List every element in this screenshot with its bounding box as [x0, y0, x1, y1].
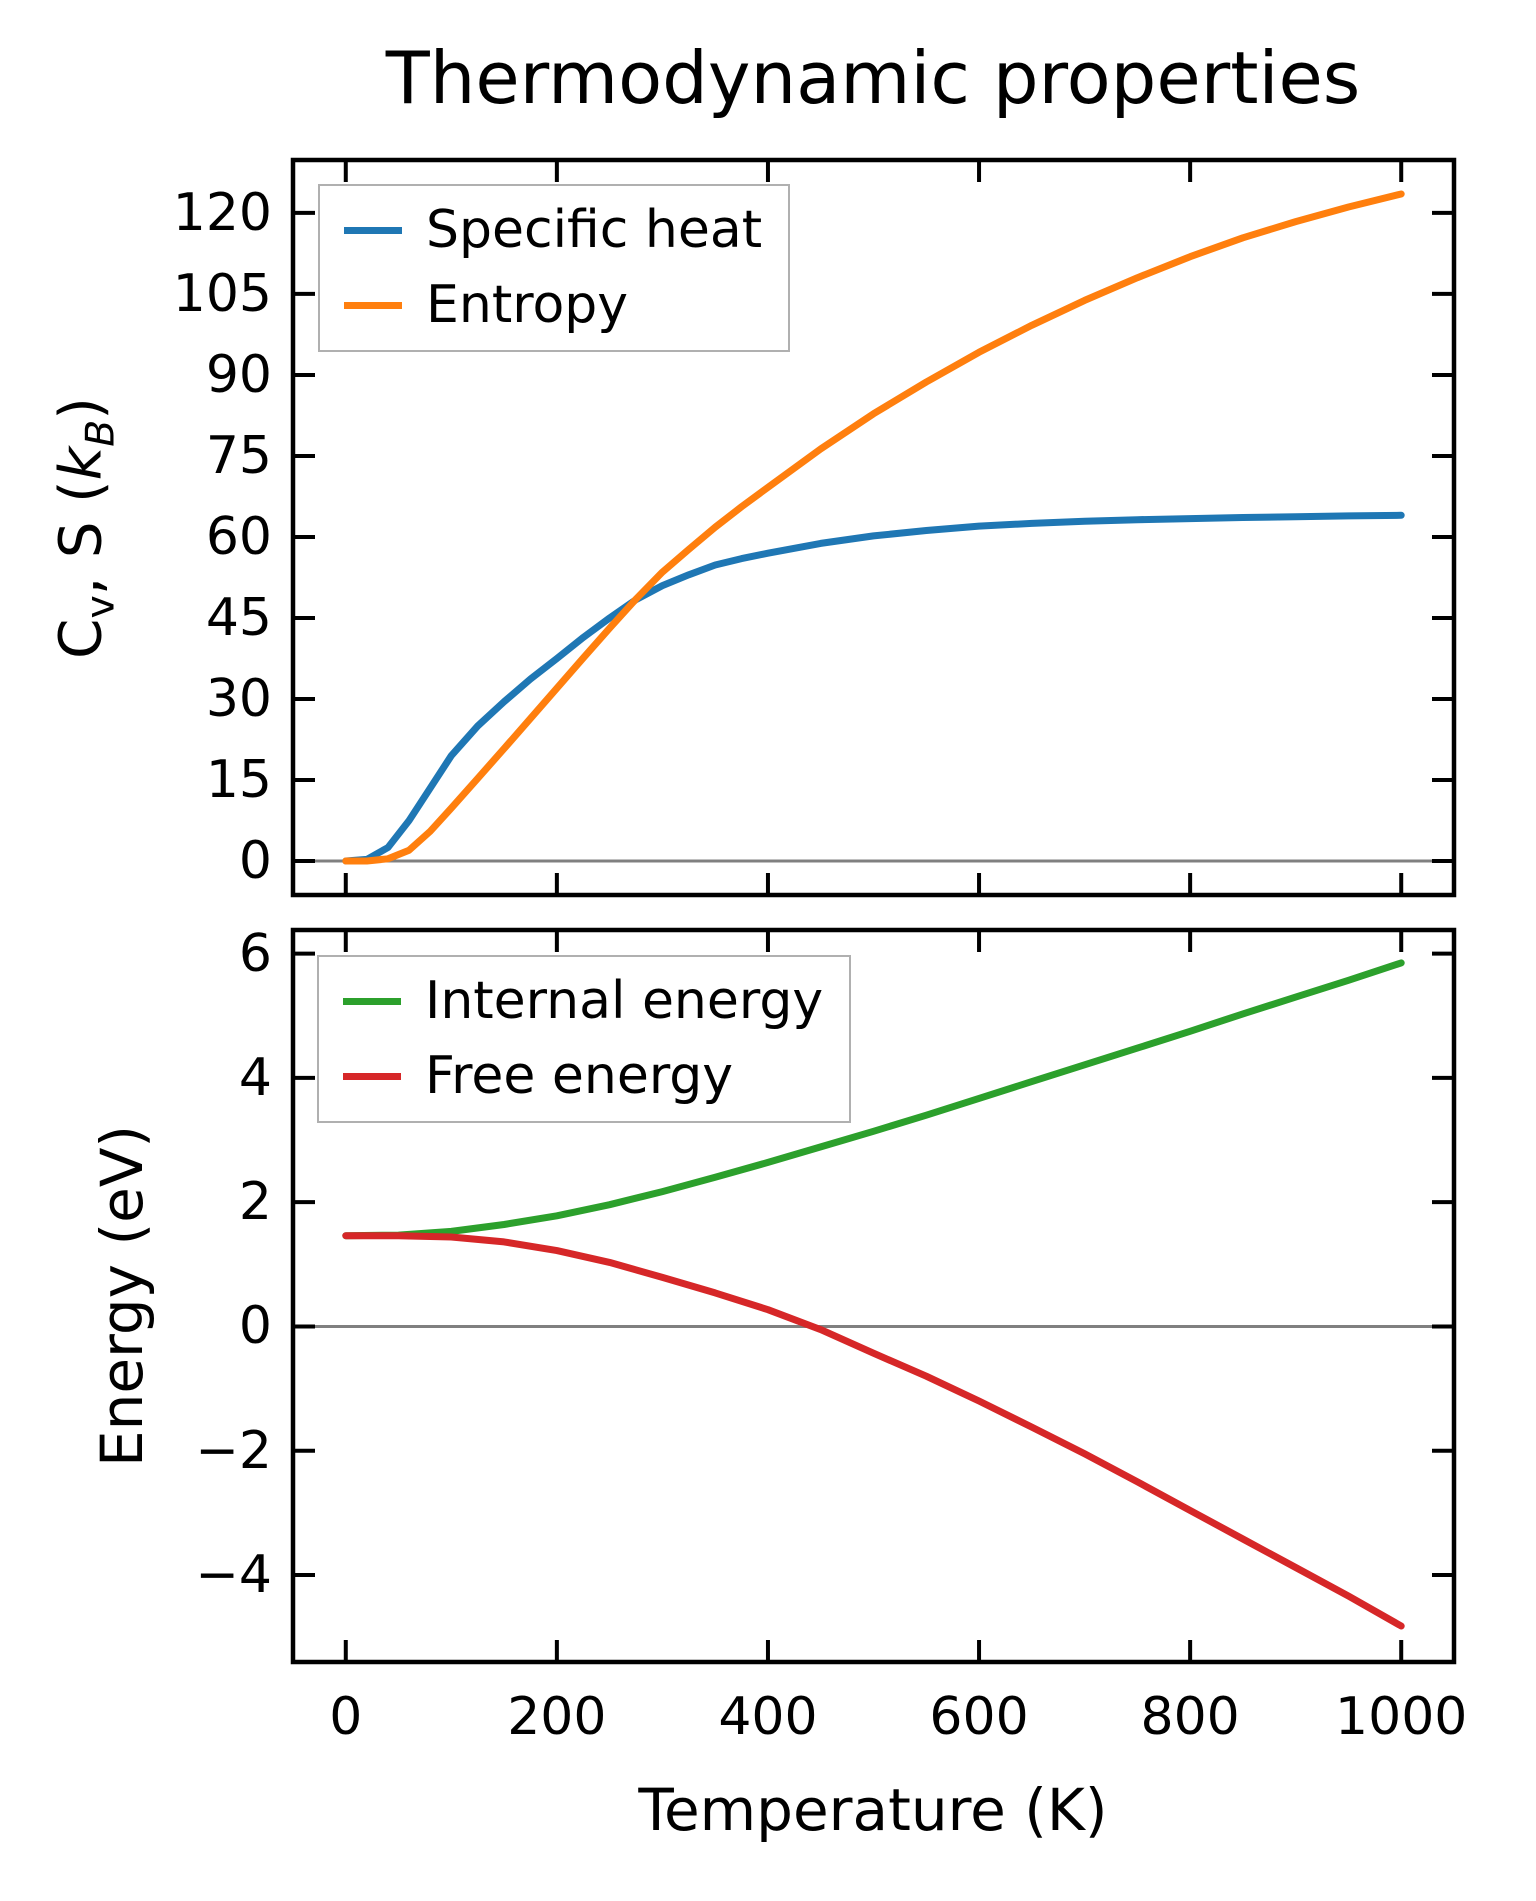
top-y-axis-label: Cv, S (kB): [47, 397, 124, 659]
top-plot-spines: [290, 157, 1457, 898]
ylabel-close: ): [46, 397, 115, 420]
figure-title: Thermodynamic properties: [385, 36, 1361, 120]
legend-label: Internal energy: [425, 971, 824, 1031]
free-energy-curve: [342, 1232, 1405, 1630]
bottom-y-tick-label: 6: [238, 923, 272, 984]
internal-energy-swatch: [343, 998, 401, 1006]
legend-label: Entropy: [426, 275, 629, 336]
specific-heat-curve: [342, 511, 1405, 865]
x-tick-label: 800: [1140, 1687, 1240, 1747]
internal-energy-curve: [342, 959, 1405, 1240]
ylabel-c: C: [46, 618, 115, 659]
entropy-swatch: [344, 302, 402, 310]
bottom-y-tick-label: −4: [195, 1545, 272, 1605]
ylabel-mid: , S (: [46, 480, 115, 596]
top-y-tick-label: 0: [238, 830, 272, 891]
ylabel-k: k: [46, 446, 115, 481]
legend-item-internal-energy: Internal energy: [343, 971, 824, 1031]
legend-item-entropy: Entropy: [344, 275, 762, 336]
x-axis-label: Temperature (K): [638, 1776, 1108, 1844]
bottom-y-tick-label: −2: [195, 1420, 272, 1481]
ylabel-k-sub: B: [77, 419, 124, 447]
entropy-curve: [342, 190, 1405, 865]
legend-label: Specific heat: [426, 200, 763, 260]
free-energy-swatch: [343, 1073, 401, 1081]
bottom-legend: Internal energy Free energy: [317, 955, 852, 1124]
x-tick-label: 0: [329, 1687, 363, 1747]
x-tick-label: 600: [929, 1687, 1029, 1747]
top-y-tick-label: 75: [205, 425, 272, 486]
top-y-tick-label: 90: [205, 344, 272, 405]
x-tick-label: 1000: [1335, 1687, 1468, 1747]
specific-heat-swatch: [344, 227, 402, 235]
legend-label: Free energy: [425, 1046, 734, 1107]
legend-item-specific-heat: Specific heat: [344, 200, 763, 260]
ylabel-c-sub: v: [77, 595, 124, 619]
top-legend: Specific heat Entropy: [318, 184, 791, 353]
bottom-y-tick-label: 2: [238, 1172, 272, 1233]
top-y-tick-label: 60: [205, 506, 272, 567]
bottom-y-tick-label: 0: [238, 1296, 272, 1357]
top-y-tick-label: 30: [205, 668, 272, 729]
x-tick-label: 400: [718, 1687, 818, 1747]
bottom-y-axis-label: Energy (eV): [88, 1124, 156, 1468]
bottom-y-tick-label: 4: [238, 1047, 272, 1108]
top-y-tick-label: 15: [205, 749, 272, 810]
top-y-tick-label: 120: [172, 182, 272, 243]
legend-item-free-energy: Free energy: [343, 1046, 823, 1107]
top-y-tick-label: 45: [205, 587, 272, 648]
x-tick-label: 200: [507, 1687, 607, 1747]
top-y-tick-label: 105: [172, 263, 272, 324]
bottom-plot-spines: [290, 927, 1457, 1665]
